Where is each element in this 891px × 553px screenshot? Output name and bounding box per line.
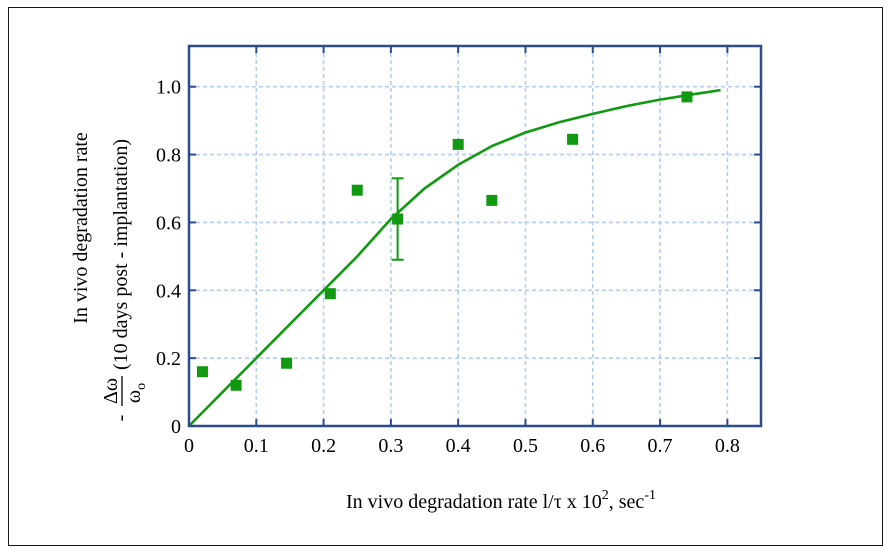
data-point-8 [567, 133, 579, 145]
x-tick-label-5: 0.5 [513, 435, 538, 457]
data-point-7 [486, 194, 498, 206]
y-axis-title-line2: - Δω ωo (10 days post - implantation) [100, 139, 149, 421]
data-point-4 [351, 184, 363, 196]
y-axis-denominator-subscript: o [134, 383, 149, 390]
x-tick-label-8: 0.8 [715, 435, 740, 457]
y-tick-label-1: 0.2 [156, 348, 181, 370]
x-tick-label-1: 0.1 [244, 435, 269, 457]
x-tick-label-4: 0.4 [446, 435, 471, 457]
x-tick-label-7: 0.7 [648, 435, 673, 457]
y-tick-labels: 0 0.2 0.4 0.6 0.8 1.0 [156, 77, 181, 438]
x-axis-title-unit: , sec [609, 491, 645, 513]
y-axis-fraction-numerator: Δω [100, 378, 122, 404]
x-axis-title-superscript: 2 [602, 488, 609, 503]
data-point-3 [324, 288, 336, 300]
data-point-6 [452, 138, 464, 150]
x-tick-labels: 0 0.1 0.2 0.3 0.4 0.5 0.6 0.7 0.8 [184, 435, 740, 457]
x-axis-title-times: x 10 [562, 491, 602, 513]
figure-frame: 0 0.1 0.2 0.3 0.4 0.5 0.6 0.7 0.8 0 0.2 0.4 0.6 0.8 1… [8, 7, 883, 546]
y-tick-label-3: 0.6 [156, 212, 181, 234]
data-point-9 [681, 91, 693, 103]
x-tick-label-2: 0.2 [311, 435, 336, 457]
grid-lines [189, 46, 761, 426]
x-axis-title-unit-superscript: -1 [644, 488, 656, 503]
x-tick-label-3: 0.3 [378, 435, 403, 457]
y-axis-title-line1: In vivo degradation rate [70, 132, 92, 324]
y-tick-label-4: 0.8 [156, 145, 181, 167]
y-axis-denominator-omega: ω [123, 390, 145, 403]
x-tick-label-6: 0.6 [580, 435, 605, 457]
y-tick-label-2: 0.4 [156, 280, 181, 302]
y-axis-title-note: (10 days post - implantation) [110, 139, 132, 370]
x-axis-title: In vivo degradation rate l/τ x 102, sec-… [346, 488, 656, 513]
data-point-0 [196, 366, 208, 378]
scatter-chart: 0 0.1 0.2 0.3 0.4 0.5 0.6 0.7 0.8 0 0.2 0.4 0.6 0.8 1… [70, 44, 763, 513]
y-tick-label-0: 0 [171, 416, 181, 438]
data-point-1 [230, 379, 242, 391]
data-point-2 [281, 357, 293, 369]
axis-ticks [188, 46, 761, 427]
y-axis-minus: - [110, 415, 132, 422]
x-axis-title-tau: τ [554, 491, 562, 513]
x-axis-title-main: In vivo degradation rate l/ [346, 491, 554, 513]
y-axis-fraction-denominator: ωo [123, 383, 149, 403]
plot-area-border [187, 44, 763, 428]
data-point-5 [392, 213, 404, 225]
fit-curve [188, 88, 721, 427]
x-tick-label-0: 0 [184, 435, 194, 457]
data-points [196, 91, 693, 391]
y-tick-label-5: 1.0 [156, 77, 181, 99]
fit-curve-layer [188, 88, 721, 427]
